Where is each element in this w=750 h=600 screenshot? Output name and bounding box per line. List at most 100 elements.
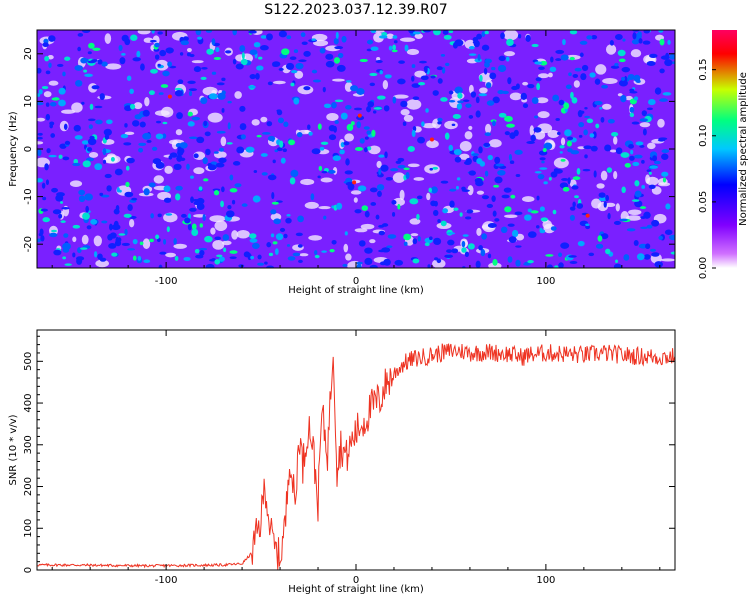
heatmap-cell (534, 61, 543, 65)
heatmap-cell (219, 147, 225, 152)
heatmap-cell (149, 39, 157, 43)
heatmap-low-cell (534, 130, 546, 140)
heatmap-cell (102, 147, 107, 156)
heatmap-cell (216, 254, 223, 258)
heatmap-cell (635, 79, 641, 84)
heatmap-cell (45, 70, 51, 75)
heatmap-cell (323, 103, 332, 109)
heatmap-cell (163, 185, 171, 193)
heatmap-cell (271, 201, 279, 205)
heatmap-cell (462, 234, 469, 237)
heatmap-cell (239, 45, 246, 52)
heatmap-cell (364, 210, 370, 218)
heatmap-cell (433, 237, 442, 246)
heatmap-cell (37, 67, 42, 74)
heatmap-cell (232, 58, 237, 65)
heatmap-cell (64, 140, 71, 145)
heatmap-cell (209, 258, 217, 262)
heatmap-cell (433, 30, 441, 36)
heatmap-cell (77, 46, 82, 52)
heatmap-cell (498, 55, 506, 62)
heatmap-cell (218, 256, 225, 262)
heatmap-cell (162, 121, 168, 125)
heatmap-cell (570, 91, 574, 99)
heatmap-cell (638, 243, 648, 249)
heatmap-cell (124, 228, 128, 236)
heatmap-cell (158, 92, 164, 95)
heatmap-cell (536, 195, 540, 201)
heatmap-cell (64, 263, 72, 266)
heatmap-cell (99, 93, 105, 100)
heatmap-cell (637, 31, 642, 37)
heatmap-cell (113, 220, 119, 229)
heatmap-low-cell (313, 39, 329, 47)
heatmap-low-cell (403, 114, 414, 122)
heatmap-cell (397, 78, 406, 85)
heatmap-cell (569, 214, 575, 221)
heatmap-cell (125, 181, 130, 187)
heatmap-cell (276, 109, 283, 116)
heatmap-low-cell (133, 102, 143, 110)
heatmap-cell (259, 45, 269, 51)
heatmap-cell (589, 133, 595, 138)
heatmap-cell (639, 118, 649, 122)
heatmap-cell (130, 34, 138, 41)
heatmap-cell (64, 56, 71, 61)
heatmap-cell (468, 170, 476, 176)
heatmap-cell (623, 254, 630, 261)
heatmap-cell (131, 197, 138, 201)
heatmap-low-cell (522, 196, 535, 202)
snr-x-ticks: -100 0 100 (51, 330, 661, 586)
heatmap-cell (405, 171, 410, 180)
heatmap-cell (86, 225, 92, 230)
heatmap-cell (346, 123, 354, 132)
heatmap-peak-cell (429, 137, 434, 142)
heatmap-cell (213, 151, 219, 154)
heatmap-cell (407, 146, 415, 152)
heatmap-cell (507, 223, 515, 227)
heatmap-cell (649, 53, 658, 58)
heatmap-low-cell (414, 33, 423, 39)
heatmap-cell (270, 233, 275, 238)
heatmap-y-tick-label: -10 (23, 188, 34, 204)
heatmap-cell (424, 66, 428, 74)
heatmap-cell (434, 257, 439, 261)
heatmap-cell (216, 130, 226, 134)
heatmap-cell (640, 216, 647, 219)
heatmap-cell (566, 140, 572, 147)
heatmap-cell (317, 123, 322, 130)
heatmap-cell (339, 149, 345, 155)
heatmap-cell (163, 197, 172, 203)
heatmap-cell (646, 169, 652, 172)
heatmap-cell (72, 224, 81, 229)
heatmap-cell (386, 245, 393, 248)
heatmap-cell (620, 94, 627, 103)
heatmap-cell (440, 97, 448, 102)
heatmap-cell (480, 249, 486, 257)
heatmap-cell (58, 87, 66, 95)
heatmap-cell (507, 77, 512, 85)
heatmap-cell (130, 103, 136, 110)
heatmap-cell (175, 143, 182, 148)
heatmap-cell (397, 203, 401, 210)
heatmap-cell (511, 85, 519, 91)
heatmap-low-cell (400, 109, 410, 116)
heatmap-cell (452, 42, 458, 49)
heatmap-cell (525, 34, 531, 42)
heatmap-cell (140, 63, 145, 71)
heatmap-cell (191, 223, 197, 230)
heatmap-cell (121, 53, 126, 56)
heatmap-low-cell (548, 72, 553, 78)
heatmap-cell (486, 203, 494, 209)
heatmap-cell (428, 187, 432, 193)
heatmap-cell (49, 121, 55, 126)
heatmap-low-cell (399, 37, 416, 42)
heatmap-cell (487, 154, 493, 161)
heatmap-cell (208, 93, 218, 100)
heatmap-cell (418, 60, 427, 64)
heatmap-cell (173, 163, 182, 170)
heatmap-cell (504, 115, 513, 122)
heatmap-cell (331, 101, 337, 109)
heatmap-cell (189, 207, 197, 212)
heatmap-cell (215, 162, 225, 168)
